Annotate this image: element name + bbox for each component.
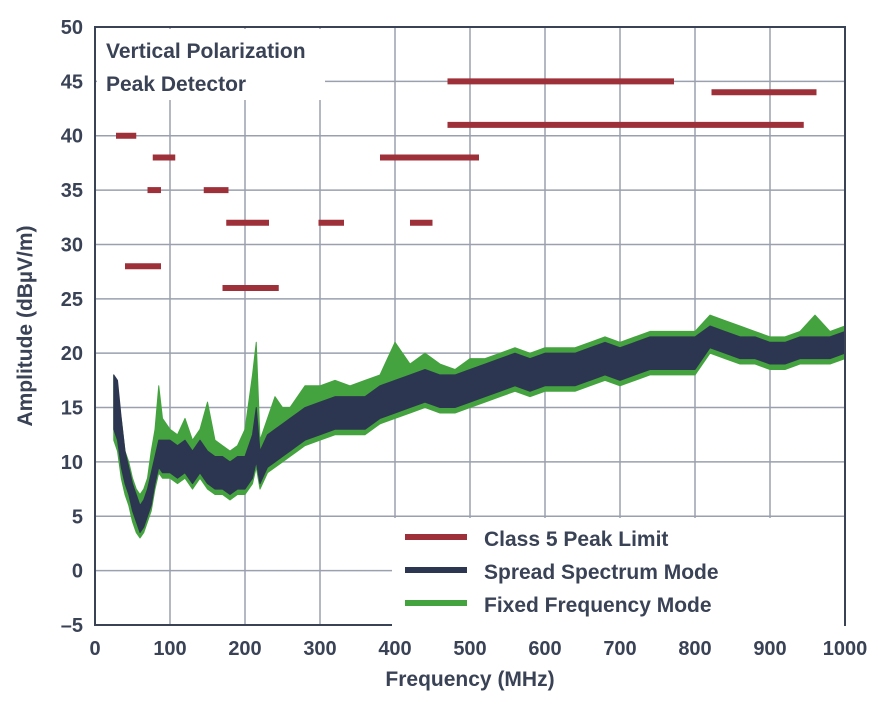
y-tick-label: –5 <box>61 615 83 637</box>
x-tick-label: 100 <box>153 638 186 660</box>
y-tick-label: 25 <box>61 289 83 311</box>
y-tick-label: 5 <box>72 506 83 528</box>
x-tick-label: 400 <box>378 638 411 660</box>
y-tick-label: 0 <box>72 561 83 583</box>
y-tick-label: 20 <box>61 343 83 365</box>
y-tick-label: 15 <box>61 398 83 420</box>
legend-background <box>392 518 844 626</box>
x-tick-label: 600 <box>528 638 561 660</box>
x-axis-label: Frequency (MHz) <box>385 668 554 691</box>
spread-spectrum-band <box>113 325 846 534</box>
y-tick-label: 50 <box>61 17 83 39</box>
y-axis-label: Amplitude (dBµV/m) <box>14 225 37 426</box>
legend-label-limit: Class 5 Peak Limit <box>484 528 668 551</box>
legend-label-fixed: Fixed Frequency Mode <box>484 594 712 617</box>
legend: Class 5 Peak Limit Spread Spectrum Mode … <box>392 518 844 626</box>
x-tick-label: 500 <box>453 638 486 660</box>
x-tick-label: 800 <box>678 638 711 660</box>
legend-label-spread: Spread Spectrum Mode <box>484 561 719 584</box>
y-tick-label: 30 <box>61 234 83 256</box>
y-tick-label: 45 <box>61 71 83 93</box>
data-bands <box>113 314 846 539</box>
x-axis-ticks: 0 100 200 300 400 500 600 700 800 900 1000 <box>89 638 867 660</box>
x-tick-label: 0 <box>89 638 100 660</box>
y-tick-label: 35 <box>61 180 83 202</box>
y-tick-label: 40 <box>61 126 83 148</box>
x-tick-label: 1000 <box>823 638 868 660</box>
limit-segments <box>116 78 817 291</box>
annotation-background <box>97 29 325 100</box>
y-tick-label: 10 <box>61 452 83 474</box>
annotation-line-1: Vertical Polarization <box>106 40 306 63</box>
x-tick-label: 900 <box>753 638 786 660</box>
x-tick-label: 300 <box>303 638 336 660</box>
x-tick-label: 200 <box>228 638 261 660</box>
x-tick-label: 700 <box>603 638 636 660</box>
annotation-line-2: Peak Detector <box>106 73 246 96</box>
